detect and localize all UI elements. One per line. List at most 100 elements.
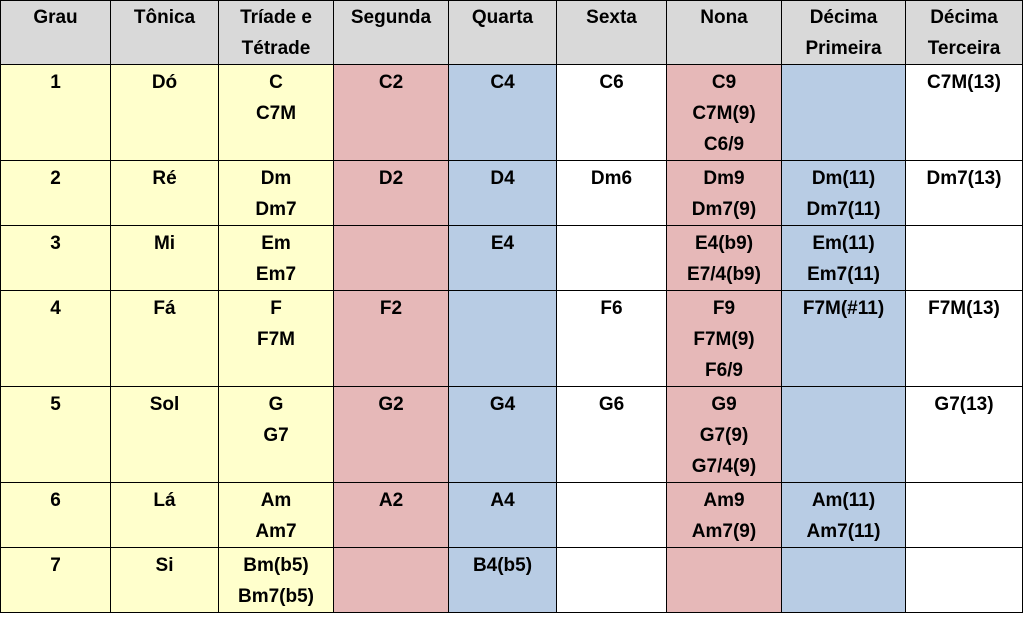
chord-name: C6 <box>599 72 624 93</box>
cell-sexta: C6 <box>556 64 667 161</box>
cell-triade: F F7M <box>218 290 334 387</box>
column-header-decima-primeira: Décima Primeira <box>781 0 906 65</box>
cell-segunda <box>333 225 449 291</box>
cell-triade: Bm(b5) Bm7(b5) <box>218 547 334 613</box>
cell-triade: Am Am7 <box>218 482 334 548</box>
chord-name: D2 <box>378 168 404 189</box>
chord-name: A2 <box>378 490 404 511</box>
column-header-label: Nona <box>700 7 748 28</box>
cell-grau: 4 <box>0 290 111 387</box>
cell-grau: 6 <box>0 482 111 548</box>
chord-name: E4(b9) <box>694 233 754 254</box>
column-header-label: Décima <box>930 7 998 28</box>
cell-triade: Em Em7 <box>218 225 334 291</box>
cell-tonica: Lá <box>110 482 219 548</box>
column-header-label: Sexta <box>586 7 637 28</box>
chord-name: F7M <box>257 329 295 350</box>
cell-segunda: D2 <box>333 160 449 226</box>
column-header-label: Primeira <box>805 38 882 59</box>
chord-name: Dm7(9) <box>691 199 757 220</box>
chord-name: G7/4(9) <box>691 456 757 477</box>
chord-name: B4(b5) <box>472 555 533 576</box>
chord-name: F6 <box>600 298 623 319</box>
chord-name: F <box>270 298 282 319</box>
chord-name: Dm7(13) <box>926 168 1002 189</box>
degree-number: 2 <box>50 168 61 189</box>
cell-decima-terceira: Dm7(13) <box>905 160 1023 226</box>
column-header-grau: Grau <box>0 0 111 65</box>
chord-name: C2 <box>378 72 404 93</box>
column-header-label: Décima <box>809 7 878 28</box>
cell-decima-primeira <box>781 64 906 161</box>
cell-nona: G9 G7(9) G7/4(9) <box>666 386 782 483</box>
table-row: 6 Lá Am Am7 A2 A4 Am9 Am7(9) Am(11) Am7(11) <box>0 482 1023 548</box>
chord-name: Am9 <box>703 490 745 511</box>
cell-grau: 5 <box>0 386 111 483</box>
table-row: 4 Fá F F7M F2 F6 F9 F7M(9) F6/9 F7M(#11) F7M(13) <box>0 290 1023 387</box>
chord-name: C9 <box>711 72 737 93</box>
chord-name: G9 <box>711 394 737 415</box>
chord-name: Em7 <box>255 264 297 285</box>
chord-name: Dm7(11) <box>806 199 881 220</box>
header-row: Grau Tônica Tríade e Tétrade Segunda Quarta Se… <box>0 0 1023 65</box>
column-header-label: Tétrade <box>241 38 311 59</box>
cell-decima-terceira <box>905 482 1023 548</box>
chord-name: Bm7(b5) <box>237 586 314 607</box>
cell-decima-terceira: F7M(13) <box>905 290 1023 387</box>
table-row: 2 Ré Dm Dm7 D2 D4 Dm6 Dm9 Dm7(9) Dm(11) Dm7(11) Dm7… <box>0 160 1023 226</box>
cell-grau: 7 <box>0 547 111 613</box>
cell-nona: E4(b9) E7/4(b9) <box>666 225 782 291</box>
degree-number: 6 <box>50 490 61 511</box>
cell-sexta <box>556 482 667 548</box>
table-row: 5 Sol G G7 G2 G4 G6 G9 G7(9) G7/4(9) G7(13) <box>0 386 1023 483</box>
cell-decima-terceira: G7(13) <box>905 386 1023 483</box>
chord-name: G7 <box>263 425 289 446</box>
cell-grau: 3 <box>0 225 111 291</box>
cell-quarta <box>448 290 557 387</box>
tonic-name: Lá <box>153 490 176 511</box>
chord-name: C7M(9) <box>692 103 756 124</box>
table-row: 3 Mi Em Em7 E4 E4(b9) E7/4(b9) Em(11) Em7(11) <box>0 225 1023 291</box>
cell-tonica: Si <box>110 547 219 613</box>
chord-name: Dm9 <box>703 168 745 189</box>
chord-name: C4 <box>490 72 515 93</box>
chord-name: G4 <box>489 394 516 415</box>
degree-number: 1 <box>50 72 61 93</box>
chord-name: Em7(11) <box>807 264 880 285</box>
chord-name: Dm7 <box>255 199 297 220</box>
cell-nona: Dm9 Dm7(9) <box>666 160 782 226</box>
column-header-segunda: Segunda <box>333 0 449 65</box>
cell-segunda: A2 <box>333 482 449 548</box>
chord-name: Am7(9) <box>691 521 757 542</box>
cell-sexta <box>556 225 667 291</box>
column-header-decima-terceira: Décima Terceira <box>905 0 1023 65</box>
cell-nona: C9 C7M(9) C6/9 <box>666 64 782 161</box>
chord-name: F7M(9) <box>693 329 755 350</box>
column-header-quarta: Quarta <box>448 0 557 65</box>
cell-decima-terceira: C7M(13) <box>905 64 1023 161</box>
chord-name: F9 <box>712 298 736 319</box>
chord-name: F2 <box>379 298 403 319</box>
cell-segunda: C2 <box>333 64 449 161</box>
cell-segunda: G2 <box>333 386 449 483</box>
cell-quarta: G4 <box>448 386 557 483</box>
cell-decima-primeira <box>781 547 906 613</box>
table-row: 1 Dó C C7M C2 C4 C6 C9 C7M(9) C6/9 C7M(13) <box>0 64 1023 161</box>
cell-nona: Am9 Am7(9) <box>666 482 782 548</box>
cell-nona: F9 F7M(9) F6/9 <box>666 290 782 387</box>
chord-name: G <box>268 394 284 415</box>
column-header-nona: Nona <box>666 0 782 65</box>
cell-triade: C C7M <box>218 64 334 161</box>
chord-name: C <box>269 72 283 93</box>
degree-number: 3 <box>50 233 61 254</box>
chord-name: C6/9 <box>703 134 745 155</box>
chord-name: Dm <box>260 168 292 189</box>
cell-decima-primeira: Am(11) Am7(11) <box>781 482 906 548</box>
chord-name: C7M(13) <box>927 72 1001 93</box>
cell-nona <box>666 547 782 613</box>
cell-tonica: Mi <box>110 225 219 291</box>
chord-name: G6 <box>598 394 625 415</box>
chord-name: G7(9) <box>699 425 749 446</box>
column-header-label: Quarta <box>471 7 534 28</box>
